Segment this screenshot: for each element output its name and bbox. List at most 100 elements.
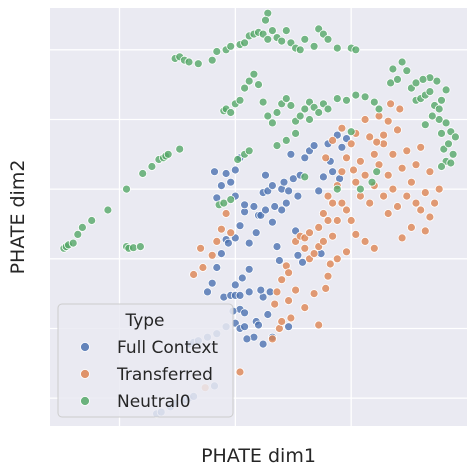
data-point-full-context	[267, 217, 277, 227]
data-point-neutral0	[314, 108, 324, 117]
data-point-transferred	[402, 191, 412, 201]
data-point-transferred	[351, 177, 361, 187]
data-point-neutral0	[360, 92, 370, 102]
data-point-neutral0	[332, 184, 342, 194]
data-point-neutral0	[427, 111, 437, 121]
data-point-transferred	[321, 283, 331, 293]
data-point-neutral0	[295, 111, 305, 121]
data-point-transferred	[337, 198, 347, 208]
legend-label-full-context: Full Context	[117, 338, 218, 358]
data-point-neutral0	[87, 216, 97, 225]
data-point-neutral0	[184, 57, 194, 67]
data-point-neutral0	[300, 172, 310, 182]
data-point-neutral0	[355, 184, 365, 194]
data-point-transferred	[416, 142, 426, 152]
data-point-transferred	[212, 236, 222, 246]
data-point-full-context	[203, 287, 212, 297]
data-point-full-context	[216, 181, 226, 191]
data-point-full-context	[244, 238, 254, 248]
data-point-full-context	[242, 334, 252, 344]
data-point-neutral0	[388, 64, 398, 74]
data-point-transferred	[395, 104, 405, 114]
data-point-transferred	[226, 228, 236, 238]
legend-marker-neutral0	[80, 396, 90, 406]
data-point-transferred	[277, 317, 287, 326]
data-point-transferred	[323, 271, 333, 281]
data-point-full-context	[254, 320, 263, 330]
data-point-transferred	[286, 313, 296, 323]
data-point-transferred	[328, 231, 338, 241]
legend: Type Full Context Transferred Neutral0	[57, 303, 234, 418]
data-point-full-context	[267, 181, 277, 191]
data-point-neutral0	[193, 59, 203, 69]
legend-box	[57, 303, 234, 418]
data-point-transferred	[328, 198, 338, 208]
data-point-transferred	[425, 212, 435, 222]
data-point-transferred	[321, 153, 331, 163]
data-point-transferred	[406, 177, 416, 187]
data-point-neutral0	[240, 38, 250, 48]
data-point-neutral0	[393, 75, 402, 84]
data-point-full-context	[274, 256, 284, 265]
data-point-full-context	[249, 202, 259, 211]
data-point-neutral0	[226, 195, 236, 205]
data-point-neutral0	[367, 177, 377, 187]
data-point-transferred	[360, 115, 370, 124]
data-point-neutral0	[418, 75, 428, 84]
data-point-transferred	[196, 243, 206, 253]
data-point-neutral0	[411, 78, 421, 88]
data-point-neutral0	[425, 87, 435, 96]
data-point-neutral0	[240, 83, 250, 93]
data-point-full-context	[261, 170, 270, 180]
data-point-transferred	[314, 320, 324, 330]
data-point-full-context	[221, 169, 231, 178]
legend-title: Type	[124, 311, 164, 331]
data-point-transferred	[372, 137, 382, 147]
data-point-neutral0	[207, 55, 217, 65]
data-point-full-context	[230, 280, 240, 290]
data-point-neutral0	[226, 108, 236, 117]
data-point-neutral0	[281, 135, 291, 145]
data-point-transferred	[325, 259, 335, 269]
data-point-neutral0	[305, 115, 314, 124]
data-point-neutral0	[448, 149, 458, 159]
data-point-neutral0	[219, 198, 229, 208]
data-point-full-context	[210, 167, 219, 177]
data-point-neutral0	[73, 229, 83, 239]
data-point-transferred	[235, 367, 245, 377]
data-point-transferred	[402, 146, 412, 156]
data-point-transferred	[360, 170, 370, 180]
data-point-neutral0	[309, 41, 319, 51]
data-point-full-context	[288, 174, 298, 184]
data-point-full-context	[240, 308, 250, 318]
data-point-transferred	[337, 123, 347, 133]
data-point-neutral0	[386, 78, 396, 88]
data-point-neutral0	[369, 97, 379, 107]
data-point-neutral0	[397, 57, 407, 67]
data-point-transferred	[323, 191, 333, 201]
data-point-neutral0	[267, 118, 277, 128]
data-point-transferred	[342, 205, 351, 215]
data-point-full-context	[309, 141, 319, 151]
data-point-neutral0	[300, 104, 310, 114]
data-point-transferred	[351, 229, 361, 239]
data-point-full-context	[240, 322, 250, 332]
data-point-neutral0	[446, 158, 456, 168]
data-point-full-context	[300, 153, 310, 163]
data-point-neutral0	[372, 167, 382, 177]
data-point-transferred	[365, 198, 375, 208]
data-point-transferred	[291, 285, 301, 295]
data-point-transferred	[332, 254, 342, 264]
data-point-full-context	[337, 142, 347, 152]
data-point-neutral0	[444, 139, 453, 149]
data-point-transferred	[207, 250, 217, 260]
data-point-full-context	[298, 257, 307, 267]
data-point-full-context	[328, 167, 338, 177]
data-point-neutral0	[135, 242, 145, 252]
data-point-neutral0	[441, 118, 451, 128]
data-point-neutral0	[281, 94, 291, 103]
data-point-neutral0	[291, 128, 301, 138]
data-point-full-context	[284, 322, 294, 332]
data-point-neutral0	[254, 80, 263, 89]
data-point-neutral0	[78, 222, 87, 232]
